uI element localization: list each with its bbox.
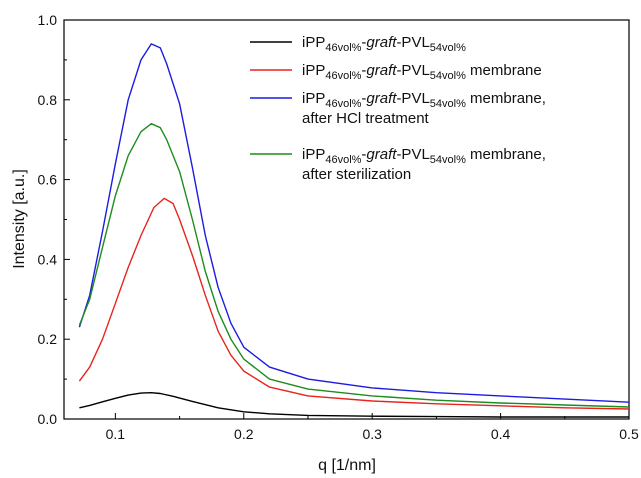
y-tick-label: 0.0 — [38, 411, 58, 427]
series-line-1 — [79, 392, 629, 418]
x-tick-label: 0.1 — [106, 426, 126, 442]
legend-label-4: iPP46vol%-graft-PVL54vol% membrane, — [302, 146, 546, 166]
y-tick-label: 0.6 — [38, 172, 58, 188]
x-tick-label: 0.5 — [619, 426, 639, 442]
series-line-4 — [78, 122, 630, 408]
series-line-3 — [78, 43, 630, 403]
y-tick-label: 0.2 — [38, 331, 58, 347]
legend-label-1: iPP46vol%-graft-PVL54vol% — [302, 34, 466, 54]
legend-label-3: iPP46vol%-graft-PVL54vol% membrane, — [302, 90, 546, 110]
x-tick-label: 0.2 — [234, 426, 254, 442]
y-tick-label: 0.8 — [38, 92, 58, 108]
series-line-2 — [78, 197, 630, 410]
series-layer — [78, 43, 630, 418]
x-axis-title: q [1/nm] — [318, 457, 376, 474]
legend-label-4-line2: after sterilization — [302, 166, 411, 183]
y-axis: 0.0 0.2 0.4 0.6 0.8 1.0 — [38, 12, 70, 427]
x-tick-label: 0.4 — [491, 426, 511, 442]
y-axis-title: Intensity [a.u.] — [11, 169, 28, 269]
legend-label-2: iPP46vol%-graft-PVL54vol% membrane — [302, 62, 542, 82]
legend-label-3-line2: after HCl treatment — [302, 110, 430, 127]
legend: iPP46vol%-graft-PVL54vol% iPP46vol%-graft… — [250, 34, 546, 183]
y-tick-label: 0.4 — [38, 251, 58, 267]
y-tick-label: 1.0 — [38, 12, 58, 28]
x-axis: 0.1 0.2 0.3 0.4 0.5 — [106, 413, 639, 442]
x-tick-label: 0.3 — [362, 426, 382, 442]
